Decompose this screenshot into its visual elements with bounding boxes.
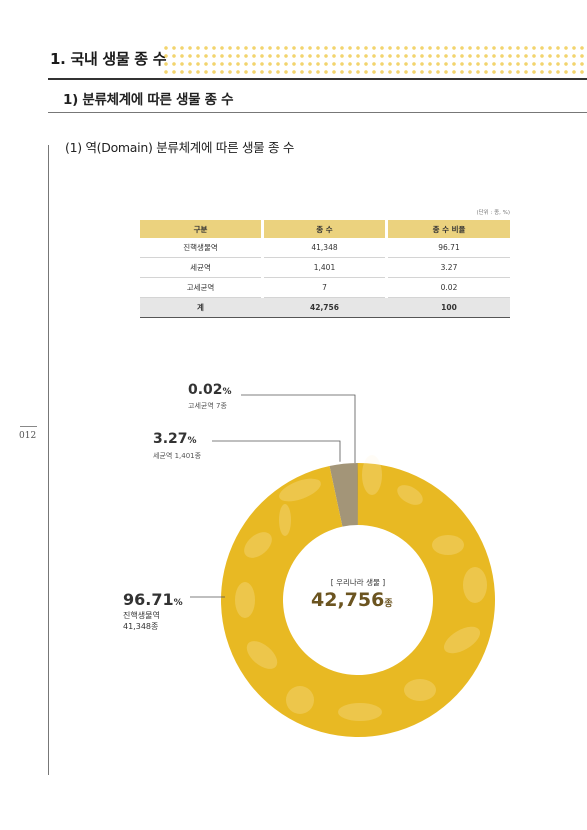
slice-count: 41,348종	[123, 622, 159, 631]
table-row: 세균역 1,401 3.27	[140, 258, 510, 278]
table-cell: 7	[264, 278, 385, 298]
total-species-count: 42,756	[311, 589, 385, 611]
section-title: 1. 국내 생물 종 수	[50, 50, 167, 68]
total-species-unit: 종	[384, 599, 393, 609]
table-row: 고세균역 7 0.02	[140, 278, 510, 298]
table-header-ratio: 종 수 비율	[388, 220, 510, 238]
slice-percent-value: 3.27	[153, 431, 188, 447]
leader-line-archaea	[241, 394, 356, 464]
table-cell: 진핵생물역	[140, 238, 261, 258]
slice-percent-value: 0.02	[188, 382, 223, 398]
table-header-count: 종 수	[264, 220, 385, 238]
label-archaea-detail: 고세균역 7종	[188, 401, 227, 411]
subsection-divider	[48, 112, 587, 113]
sub-subsection-title: (1) 역(Domain) 분류체계에 따른 생물 종 수	[65, 140, 295, 155]
species-count-table: 구분 종 수 종 수 비율 진핵생물역 41,348 96.71 세균역 1,4…	[140, 220, 510, 318]
table-row: 진핵생물역 41,348 96.71	[140, 238, 510, 258]
table-header-category: 구분	[140, 220, 261, 238]
leader-line-bacteria	[212, 440, 341, 462]
slice-count: 7종	[216, 402, 227, 410]
table-unit-note: (단위 : 종, %)	[476, 210, 510, 216]
label-bacteria-detail: 세균역 1,401종	[153, 451, 201, 461]
table-total-row: 계 42,756 100	[140, 298, 510, 318]
table-cell: 0.02	[388, 278, 510, 298]
donut-center-label: [ 우리나라 생물 ]	[330, 578, 386, 587]
table-cell: 100	[388, 298, 510, 318]
table-cell: 세균역	[140, 258, 261, 278]
table-cell: 계	[140, 298, 261, 318]
donut-center-value: 42,756종	[311, 589, 393, 611]
page-number: 012	[19, 431, 37, 441]
page-number-line	[20, 426, 37, 427]
table-cell: 96.71	[388, 238, 510, 258]
dot-pattern-decoration	[162, 44, 587, 76]
table-cell: 41,348	[264, 238, 385, 258]
label-eukaryota-percent: 96.71%	[123, 590, 183, 609]
table-cell: 3.27	[388, 258, 510, 278]
slice-percent-value: 96.71	[123, 590, 174, 609]
organism-silhouettes-decoration	[235, 455, 487, 721]
slice-name: 진핵생물역	[123, 611, 160, 620]
table-cell: 고세균역	[140, 278, 261, 298]
subsection-title: 1) 분류체계에 따른 생물 종 수	[63, 92, 234, 108]
donut-slice-0	[221, 463, 496, 737]
donut-slice-1	[329, 463, 358, 527]
header-divider	[48, 78, 587, 80]
slice-name: 세균역	[153, 452, 173, 460]
label-bacteria-percent: 3.27%	[153, 431, 197, 447]
table-cell: 42,756	[264, 298, 385, 318]
slice-count: 1,401종	[174, 452, 202, 460]
label-archaea-percent: 0.02%	[188, 382, 232, 398]
left-margin-line	[48, 145, 49, 775]
table-header-row: 구분 종 수 종 수 비율	[140, 220, 510, 238]
slice-name: 고세균역	[188, 402, 214, 410]
table-cell: 1,401	[264, 258, 385, 278]
